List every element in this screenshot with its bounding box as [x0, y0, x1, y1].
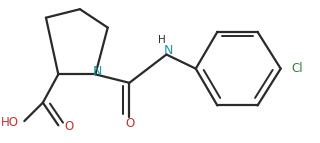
- Text: O: O: [65, 120, 74, 133]
- Text: N: N: [164, 44, 173, 57]
- Text: HO: HO: [1, 116, 19, 129]
- Text: H: H: [158, 35, 166, 45]
- Text: N: N: [93, 65, 102, 78]
- Text: O: O: [125, 117, 135, 130]
- Text: Cl: Cl: [292, 62, 303, 75]
